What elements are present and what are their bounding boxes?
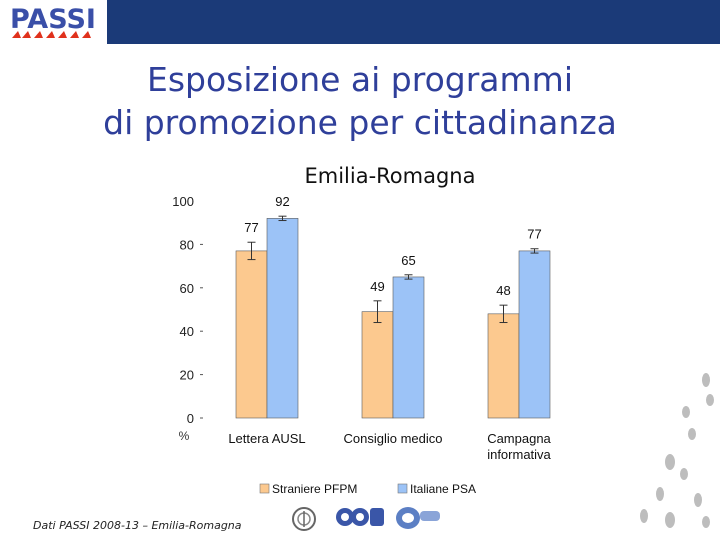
category-label: informativa bbox=[487, 447, 551, 462]
source-footer: Dati PASSI 2008-13 – Emilia-Romagna bbox=[33, 519, 242, 532]
bar bbox=[235, 250, 268, 419]
data-label: 77 bbox=[244, 220, 258, 235]
iss-seal-icon bbox=[292, 507, 316, 531]
bar bbox=[361, 311, 394, 419]
footprints-icon bbox=[640, 373, 714, 528]
bar bbox=[518, 250, 551, 419]
legend-swatch bbox=[397, 483, 408, 494]
y-tick-label: 100 bbox=[172, 194, 194, 209]
y-tick-label: 0 bbox=[187, 411, 194, 426]
category-label: Consiglio medico bbox=[344, 431, 443, 446]
gruppo-logo-icon bbox=[396, 507, 440, 529]
y-tick-label: 60 bbox=[180, 281, 194, 296]
slide-title-line2: di promozione per cittadinanza bbox=[103, 103, 617, 142]
bar bbox=[487, 313, 520, 419]
y-tick-label: 20 bbox=[180, 368, 194, 383]
category-label: Campagna bbox=[487, 431, 551, 446]
category-label: Lettera AUSL bbox=[228, 431, 305, 446]
data-label: 77 bbox=[527, 227, 541, 242]
ccm-logo-icon bbox=[336, 508, 384, 526]
passi-logo: PASSI bbox=[6, 2, 102, 44]
y-axis-label: % bbox=[179, 429, 190, 443]
data-label: 48 bbox=[496, 283, 510, 298]
data-label: 92 bbox=[275, 194, 289, 209]
data-label: 65 bbox=[401, 253, 415, 268]
legend-label: Straniere PFPM bbox=[272, 482, 357, 496]
y-tick-label: 80 bbox=[180, 237, 194, 252]
passi-logo-icon: PASSI bbox=[10, 4, 96, 38]
chart-subtitle: Emilia-Romagna bbox=[304, 164, 476, 188]
slide-title-line1: Esposizione ai programmi bbox=[147, 60, 573, 99]
data-label: 49 bbox=[370, 279, 384, 294]
legend-swatch bbox=[259, 483, 270, 494]
header-bar bbox=[107, 0, 720, 44]
svg-text:PASSI: PASSI bbox=[10, 4, 96, 35]
legend-label: Italiane PSA bbox=[410, 482, 476, 496]
bar bbox=[266, 218, 299, 419]
y-tick-label: 40 bbox=[180, 324, 194, 339]
bar bbox=[392, 276, 425, 419]
